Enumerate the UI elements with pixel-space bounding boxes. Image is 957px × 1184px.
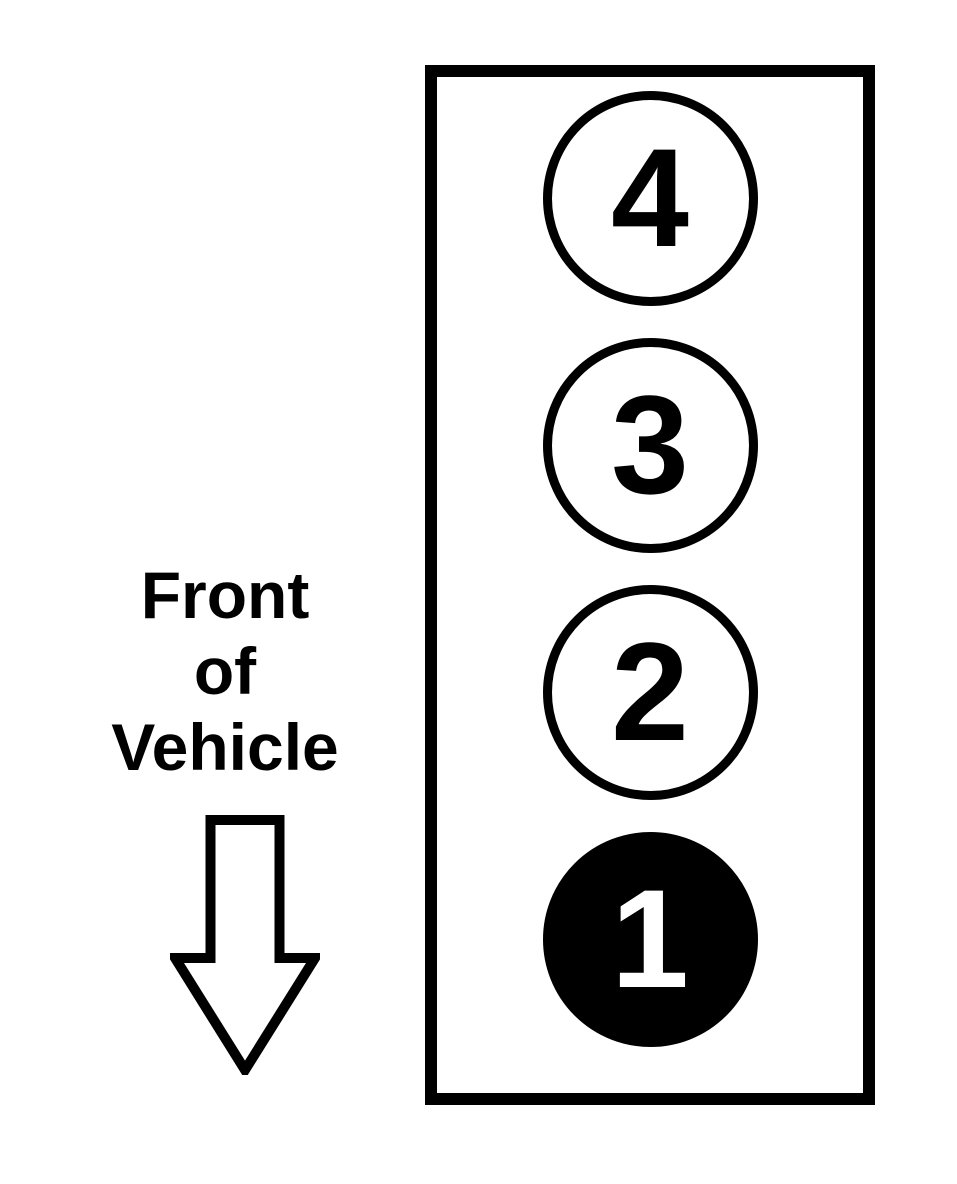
cylinder-4: 4 <box>543 91 758 306</box>
cylinder-3: 3 <box>543 338 758 553</box>
cylinder-label: 1 <box>611 858 689 1020</box>
label-line-2: of <box>55 634 395 710</box>
cylinder-label: 4 <box>611 117 689 279</box>
cylinder-label: 3 <box>611 364 689 526</box>
label-line-3: Vehicle <box>55 710 395 786</box>
cylinder-label: 2 <box>611 611 689 773</box>
cylinder-1: 1 <box>543 832 758 1047</box>
front-of-vehicle-label: Front of Vehicle <box>55 558 395 786</box>
label-line-1: Front <box>55 558 395 634</box>
down-arrow-icon <box>170 815 320 1075</box>
engine-block: 4 3 2 1 <box>425 65 875 1105</box>
diagram-canvas: Front of Vehicle 4 3 2 1 <box>0 0 957 1184</box>
cylinder-2: 2 <box>543 585 758 800</box>
